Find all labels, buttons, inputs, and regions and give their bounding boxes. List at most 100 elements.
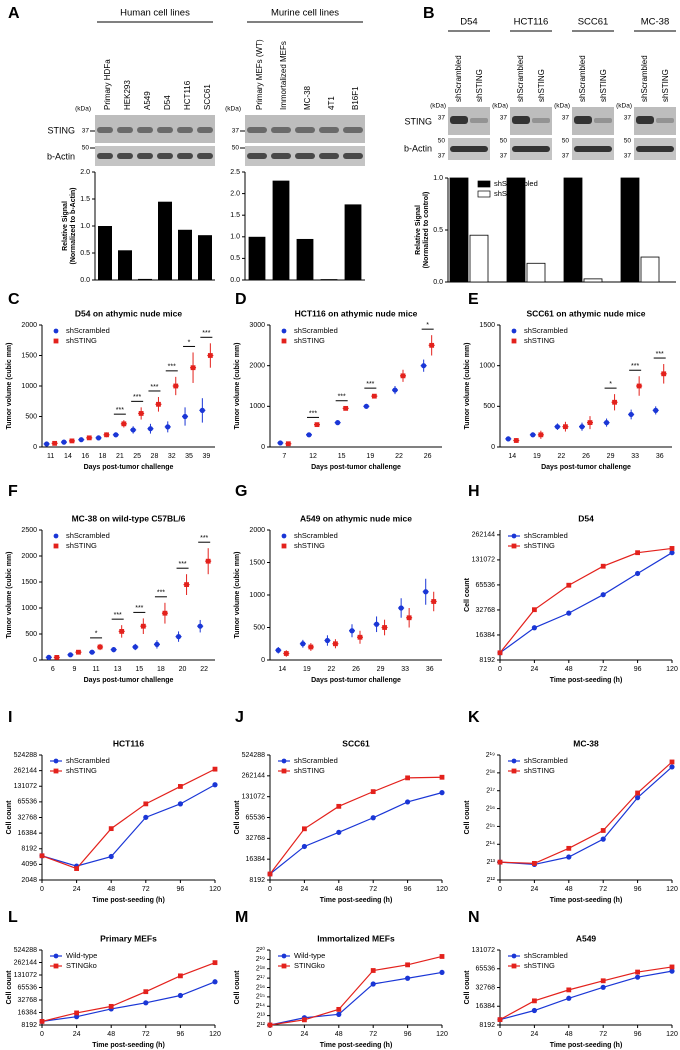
significance-label: * bbox=[188, 339, 191, 346]
y-axis-label: Cell count bbox=[234, 970, 241, 1005]
series-line bbox=[41, 962, 216, 1022]
y-axis-label: Cell count bbox=[234, 800, 241, 835]
blot-label: STING bbox=[404, 116, 432, 126]
x-tick-label: 16 bbox=[81, 453, 89, 460]
band bbox=[117, 153, 133, 159]
x-tick-label: 26 bbox=[424, 453, 432, 460]
y-tick-label: 2¹⁷ bbox=[486, 788, 495, 795]
lane-label: shSTING bbox=[475, 69, 484, 102]
bar bbox=[198, 235, 212, 280]
x-axis-label: Time post-seeding (h) bbox=[320, 897, 393, 904]
mean-point bbox=[400, 373, 406, 379]
bar bbox=[158, 201, 172, 280]
legend-marker bbox=[281, 338, 287, 344]
data-point bbox=[267, 1022, 273, 1028]
data-point bbox=[178, 973, 183, 979]
mean-point bbox=[154, 641, 160, 648]
x-axis-label: Time post-seeding (h) bbox=[550, 897, 623, 904]
data-point bbox=[532, 607, 537, 613]
y-tick-label: 1000 bbox=[21, 605, 37, 612]
blot-header: HCT116 bbox=[514, 17, 549, 28]
kda-label: (kDa) bbox=[616, 103, 632, 110]
y-tick-label: 1.0 bbox=[230, 234, 240, 241]
x-tick-label: 19 bbox=[533, 453, 541, 460]
y-tick-label: 1500 bbox=[21, 352, 37, 359]
significance-label: *** bbox=[338, 394, 346, 401]
y-tick-label: 1000 bbox=[479, 363, 495, 370]
data-point bbox=[497, 859, 503, 865]
series-line bbox=[499, 766, 673, 866]
x-tick-label: 39 bbox=[202, 453, 210, 460]
x-tick-label: 14 bbox=[508, 453, 516, 460]
x-tick-label: 36 bbox=[656, 453, 664, 460]
mean-point bbox=[603, 420, 610, 426]
y-tick-label: 1500 bbox=[479, 322, 495, 329]
y-tick-label: 2¹⁸ bbox=[486, 770, 495, 777]
y-tick-label: 524288 bbox=[14, 947, 37, 954]
y-tick-label: 2048 bbox=[21, 877, 37, 884]
band bbox=[137, 127, 153, 133]
mean-point bbox=[421, 363, 427, 369]
panel-letter: C bbox=[8, 291, 20, 308]
data-point bbox=[497, 1017, 503, 1023]
x-tick-label: 11 bbox=[47, 453, 54, 460]
data-point bbox=[143, 989, 149, 995]
mean-point bbox=[314, 422, 320, 428]
legend-label: shSTING bbox=[524, 961, 555, 970]
mean-point bbox=[349, 628, 355, 634]
data-point bbox=[302, 1017, 307, 1023]
data-point bbox=[669, 546, 675, 551]
y-tick-label: 2¹⁵ bbox=[256, 994, 265, 1001]
x-axis-label: Time post-seeding (h) bbox=[320, 1042, 393, 1049]
x-tick-label: 22 bbox=[328, 666, 336, 673]
kda-label: (kDa) bbox=[225, 106, 241, 113]
band bbox=[177, 153, 193, 159]
y-tick-label: 0.5 bbox=[230, 255, 240, 262]
y-axis-label: Cell count bbox=[6, 970, 13, 1005]
data-point bbox=[370, 789, 376, 795]
lane-label: shSTING bbox=[661, 69, 670, 102]
mean-point bbox=[363, 403, 369, 409]
y-axis-label: Cell count bbox=[464, 970, 471, 1005]
panel-letter: J bbox=[235, 709, 244, 726]
data-point bbox=[143, 1000, 149, 1006]
mean-point bbox=[76, 649, 81, 655]
y-tick-label: 1500 bbox=[249, 559, 265, 566]
x-tick-label: 24 bbox=[531, 886, 539, 893]
data-point bbox=[635, 570, 641, 577]
series-line bbox=[41, 784, 216, 867]
y-tick-label: 1000 bbox=[249, 592, 265, 599]
data-point bbox=[439, 969, 445, 976]
mean-point bbox=[275, 647, 281, 653]
x-tick-label: 48 bbox=[565, 886, 573, 893]
kda-label: (kDa) bbox=[75, 106, 91, 113]
panel-letter: H bbox=[468, 483, 480, 500]
blot-label: b-Actin bbox=[47, 151, 75, 161]
chart-title: HCT116 bbox=[113, 738, 144, 748]
band bbox=[97, 127, 113, 133]
x-tick-label: 12 bbox=[309, 453, 317, 460]
significance-label: *** bbox=[157, 590, 165, 597]
bar bbox=[563, 177, 583, 283]
legend-marker bbox=[53, 533, 59, 539]
data-point bbox=[669, 764, 675, 770]
y-tick-label: 0.5 bbox=[80, 250, 90, 257]
legend-marker bbox=[281, 533, 287, 539]
legend-label: shSTING bbox=[294, 336, 325, 345]
y-tick-label: 0.5 bbox=[433, 227, 443, 234]
mean-point bbox=[205, 558, 211, 564]
mean-point bbox=[373, 621, 380, 627]
band bbox=[470, 118, 488, 123]
lane-label: SCC61 bbox=[203, 84, 212, 110]
y-tick-label: 0 bbox=[491, 444, 495, 451]
y-tick-label: 524288 bbox=[242, 752, 265, 759]
legend-label: shScrambled bbox=[294, 531, 338, 540]
data-point bbox=[336, 803, 342, 809]
mean-point bbox=[147, 426, 154, 432]
data-point bbox=[178, 784, 183, 789]
chart-title: MC-38 bbox=[573, 738, 599, 748]
x-tick-label: 0 bbox=[268, 1031, 272, 1038]
bar bbox=[138, 278, 152, 280]
y-tick-label: 2000 bbox=[21, 553, 37, 560]
